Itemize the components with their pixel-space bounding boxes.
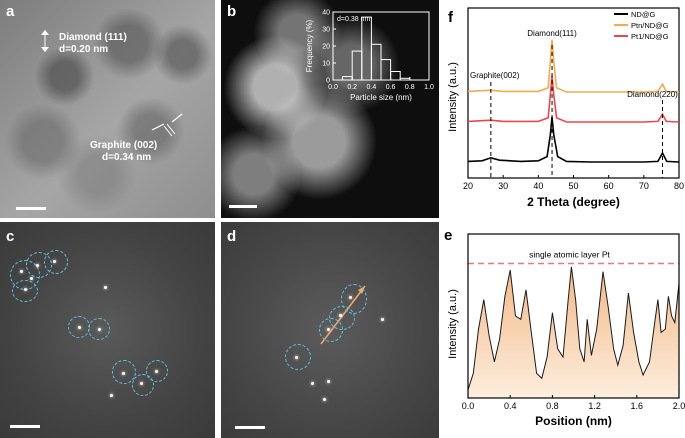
panel-b-haadf-image: b 0.0 0.2 0.4 0.6 0.8 1.0 0 10 20 30 40 d=0.38 nm Pa… [221,0,439,218]
diamond-111-label: Diamond (111) [59,32,127,43]
histogram-bar [351,50,363,81]
x-tick-label: 70 [639,181,649,191]
x-tick-label: 0.8 [546,401,559,411]
graphite-spacing-label: d=0.34 nm [102,152,152,163]
cluster-circle [146,360,168,382]
cluster-circle [12,280,38,302]
legend-label: ND@G [631,10,655,19]
reference-line-label: single atomic layer Pt [529,250,610,260]
histogram-bar [370,43,382,81]
y-tick-label: 10 [322,61,330,68]
panel-letter-e: e [444,227,452,244]
x-tick-label: 40 [533,181,543,191]
xrd-chart: f Graphite(002) Diamond(111) Diamond(220) 20… [447,7,684,209]
xrd-peak-label: Graphite(002) [470,71,520,80]
panel-letter-c: c [6,228,15,245]
y-axis-label: Frequency (%) [305,19,314,72]
cluster-circle [319,318,343,342]
x-tick-label: 1.0 [424,84,434,91]
intensity-profile-chart: e single atomic layer Pt 0.0 0.4 0.8 1.2 1.6 2.… [444,227,685,428]
y-tick-label: 0 [326,78,330,85]
x-axis-label: 2 Theta (degree) [527,195,620,209]
x-tick-label: 0.4 [504,401,517,411]
profile-area-fill [468,266,679,398]
lattice-spacing-arrows [41,30,49,52]
profile-plot-frame [467,233,680,399]
xrd-series-line [467,39,680,93]
y-tick-label: 30 [322,27,330,34]
y-axis-label: Intensity (a.u.) [447,289,459,359]
x-tick-label: 2.0 [673,401,685,411]
legend-label: Pt1/ND@G [631,32,669,41]
panel-letter-a: a [6,3,15,20]
panel-d-haadf-image: d [221,222,439,438]
x-tick-label: 0.2 [347,84,357,91]
graphite-002-label: Graphite (002) [90,140,158,151]
scale-bar-a [16,207,46,210]
xrd-peak-label: Diamond(111) [527,29,577,38]
y-axis-label: Intensity (a.u.) [447,62,459,132]
y-tick-label: 20 [322,44,330,51]
x-tick-label: 1.6 [631,401,644,411]
graphite-arrows [151,113,183,137]
cluster-circle [88,318,110,340]
profile-line [467,266,680,390]
x-tick-label: 0.6 [386,84,396,91]
cluster-circle [285,344,311,370]
panel-a-hrtem-image: a Diamond (111) d=0.20 nm Graphite (002)… [0,0,215,218]
x-tick-label: 0.0 [462,401,475,411]
histogram-bar [361,16,372,81]
scale-bar-d [235,426,265,429]
cluster-circle [44,250,68,274]
cluster-circle [132,374,154,396]
panel-letter-d: d [227,228,237,245]
xrd-peak-label: Diamond(220) [627,90,678,99]
histogram-annotation: d=0.38 nm [337,16,370,23]
x-tick-label: 50 [568,181,578,191]
x-tick-label: 30 [498,181,508,191]
x-tick-label: 20 [463,181,473,191]
x-tick-label: 80 [674,181,684,191]
x-tick-label: 0.4 [367,84,377,91]
diamond-spacing-label: d=0.20 nm [59,44,109,55]
x-axis-label: Position (nm) [535,414,612,428]
particle-size-histogram: 0.0 0.2 0.4 0.6 0.8 1.0 0 10 20 30 40 d=0.38 nm Part… [305,10,434,103]
scale-bar-c [10,425,40,428]
x-tick-label: 60 [604,181,614,191]
cluster-circle [112,360,136,384]
y-tick-label: 40 [322,10,330,17]
x-tick-label: 0.8 [405,84,415,91]
xrd-series-line [467,116,680,163]
histogram-bar [380,59,392,81]
x-axis-label: Particle size (nm) [350,93,412,102]
panel-c-haadf-image: c [0,222,215,438]
panel-letter-b: b [227,3,237,20]
panel-letter-f: f [448,9,454,26]
legend-label: Ptn/ND@G [631,21,669,30]
histogram-bar [399,77,411,81]
xrd-series-line [467,75,680,123]
histogram-bar [342,76,353,81]
x-tick-label: 0.0 [328,84,338,91]
histogram-bar [390,71,401,81]
x-tick-label: 1.2 [588,401,601,411]
scale-bar-b [229,205,257,208]
